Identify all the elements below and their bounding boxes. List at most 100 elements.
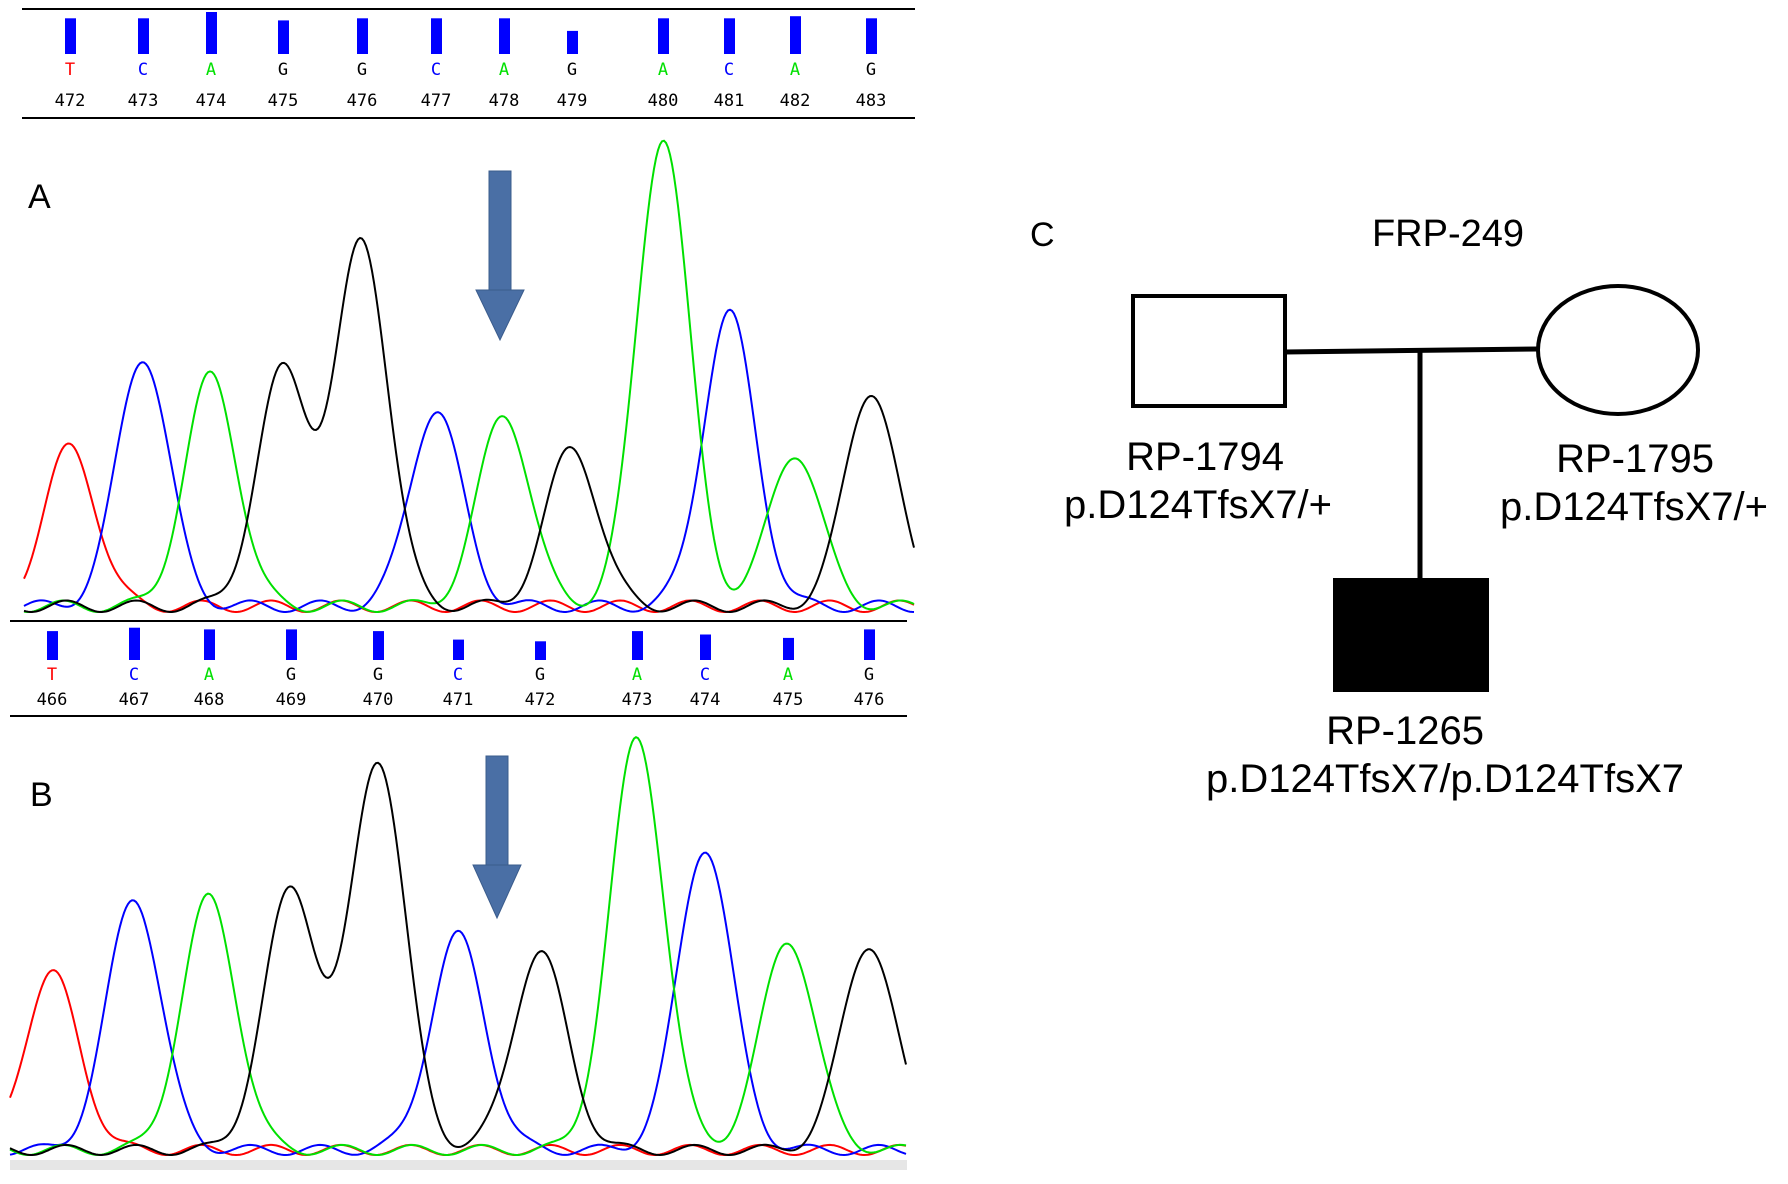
trace-T	[9, 969, 907, 1157]
base-letter: A	[204, 665, 214, 685]
trace-G	[23, 236, 915, 614]
base-position: 474	[690, 690, 721, 710]
base-position: 480	[648, 91, 679, 111]
base-call-bar	[278, 20, 289, 54]
mutation-arrow-icon	[475, 170, 525, 342]
trace-C	[9, 851, 907, 1157]
trace-A	[23, 139, 915, 614]
panel-a-traces	[23, 139, 915, 614]
base-position: 470	[363, 690, 394, 710]
base-call-bar	[535, 641, 546, 660]
base-letter: G	[864, 665, 874, 685]
mutation-arrow-icon	[472, 755, 522, 920]
base-call-bar	[129, 627, 140, 660]
base-position: 473	[128, 91, 159, 111]
base-letter: G	[866, 60, 876, 80]
base-letter: G	[535, 665, 545, 685]
base-letter: G	[373, 665, 383, 685]
base-letter: A	[790, 60, 800, 80]
base-position: 481	[714, 91, 745, 111]
base-letter: C	[724, 60, 734, 80]
base-letter: C	[129, 665, 139, 685]
base-letter: C	[431, 60, 441, 80]
panel-b-baseline-band	[10, 1160, 907, 1170]
base-letter: G	[278, 60, 288, 80]
base-letter: T	[47, 665, 57, 685]
base-position: 479	[557, 91, 588, 111]
base-call-bar	[632, 631, 643, 660]
base-letter: G	[567, 60, 577, 80]
father-symbol	[1131, 294, 1287, 408]
base-call-bar	[453, 639, 464, 660]
base-position: 468	[194, 690, 225, 710]
base-position: 483	[856, 91, 887, 111]
panel-a-label: A	[28, 178, 51, 216]
father-genotype: p.D124TfsX7/+	[1064, 483, 1332, 527]
base-call-bar	[499, 18, 510, 54]
base-letter: A	[783, 665, 793, 685]
base-call-bar	[724, 18, 735, 54]
pedigree-panel-c: C FRP-249 RP-1794 p.D124TfsX7/+ RP-1795 …	[1030, 213, 1768, 801]
base-call-bar	[204, 629, 215, 660]
panel-a-base-calls: T 472 C 473 A 474 G 475 G 476 C 477 A 478 G 479 A 480 C 481…	[55, 12, 887, 111]
base-position: 469	[276, 690, 307, 710]
base-position: 472	[55, 91, 86, 111]
base-position: 477	[421, 91, 452, 111]
base-call-bar	[790, 16, 801, 54]
base-letter: A	[206, 60, 216, 80]
base-letter: C	[453, 665, 463, 685]
base-position: 478	[489, 91, 520, 111]
base-letter: C	[700, 665, 710, 685]
base-position: 471	[443, 690, 474, 710]
base-position: 472	[525, 690, 556, 710]
base-position: 474	[196, 91, 227, 111]
base-call-bar	[138, 18, 149, 54]
mother-genotype: p.D124TfsX7/+	[1500, 485, 1768, 529]
base-call-bar	[866, 18, 877, 54]
father-id: RP-1794	[1126, 435, 1284, 479]
base-letter: T	[65, 60, 75, 80]
base-letter: G	[357, 60, 367, 80]
base-call-bar	[357, 18, 368, 54]
base-letter: C	[138, 60, 148, 80]
mother-symbol	[1536, 284, 1700, 416]
base-letter: A	[499, 60, 509, 80]
panel-b-traces	[9, 736, 907, 1157]
base-call-bar	[47, 631, 58, 660]
proband-symbol	[1333, 578, 1489, 692]
trace-C	[23, 308, 915, 614]
base-call-bar	[567, 30, 578, 54]
panel-b-label: B	[30, 776, 53, 814]
base-letter: G	[286, 665, 296, 685]
base-call-bar	[206, 12, 217, 54]
base-position: 466	[37, 690, 68, 710]
base-call-bar	[373, 631, 384, 660]
base-call-bar	[864, 629, 875, 660]
panel-b-base-calls: T 466 C 467 A 468 G 469 G 470 C 471 G 472 A 473 C 474 A 475…	[37, 627, 885, 710]
base-call-bar	[783, 637, 794, 660]
family-id: FRP-249	[1372, 213, 1524, 255]
proband-id: RP-1265	[1326, 709, 1484, 753]
base-position: 475	[268, 91, 299, 111]
trace-G	[9, 761, 907, 1157]
base-position: 475	[773, 690, 804, 710]
base-call-bar	[700, 634, 711, 660]
mating-line	[1284, 346, 1539, 355]
base-call-bar	[65, 18, 76, 54]
base-position: 476	[347, 91, 378, 111]
base-letter: A	[658, 60, 668, 80]
base-position: 467	[119, 690, 150, 710]
base-position: 482	[780, 91, 811, 111]
chromatogram-panel-b: T 466 C 467 A 468 G 469 G 470 C 471 G 472 A 473 C 474 A 475…	[9, 620, 907, 1170]
base-position: 476	[854, 690, 885, 710]
proband-genotype: p.D124TfsX7/p.D124TfsX7	[1206, 757, 1684, 801]
trace-A	[9, 736, 907, 1157]
base-position: 473	[622, 690, 653, 710]
base-call-bar	[658, 18, 669, 54]
base-letter: A	[632, 665, 642, 685]
base-call-bar	[286, 629, 297, 660]
mother-id: RP-1795	[1556, 437, 1714, 481]
base-call-bar	[431, 18, 442, 54]
panel-c-label: C	[1030, 216, 1055, 254]
